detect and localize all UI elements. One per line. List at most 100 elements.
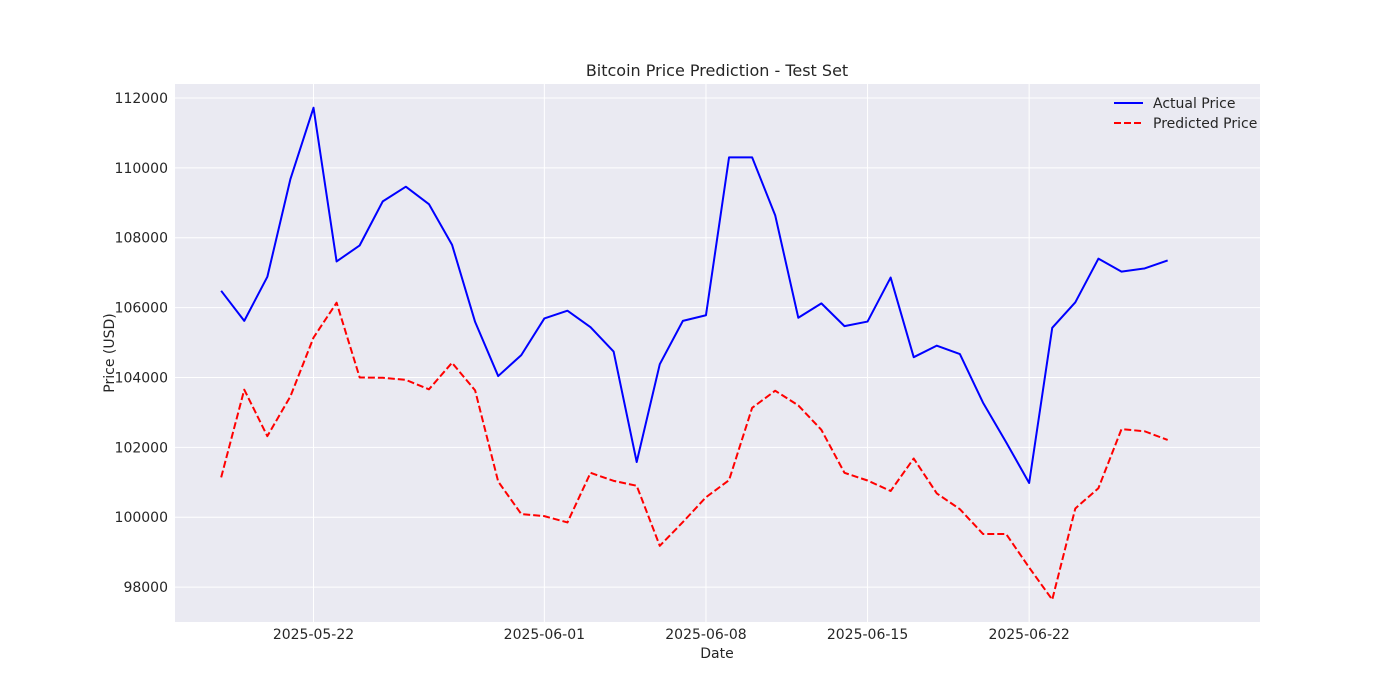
- actual-data-point: [589, 325, 593, 329]
- y-tick-label: 110000: [115, 161, 168, 177]
- predicted-data-point: [496, 480, 500, 484]
- predicted-data-point: [727, 478, 731, 482]
- predicted-data-point: [981, 532, 985, 536]
- actual-data-point: [242, 319, 246, 323]
- actual-data-point: [1096, 257, 1100, 261]
- actual-data-point: [727, 155, 731, 159]
- actual-data-point: [750, 155, 754, 159]
- x-tick-label: 2025-06-22: [988, 627, 1069, 643]
- predicted-data-point: [1027, 566, 1031, 570]
- actual-data-point: [519, 353, 523, 357]
- actual-data-point: [889, 276, 893, 280]
- actual-data-point: [1166, 258, 1170, 262]
- chart-title: Bitcoin Price Prediction - Test Set: [586, 61, 848, 80]
- actual-data-point: [1027, 481, 1031, 485]
- predicted-data-point: [635, 484, 639, 488]
- actual-data-point: [265, 275, 269, 279]
- predicted-data-point: [866, 479, 870, 483]
- actual-data-point: [496, 374, 500, 378]
- predicted-data-point: [312, 336, 316, 340]
- predicted-data-point: [612, 479, 616, 483]
- y-tick-label: 98000: [123, 580, 168, 596]
- actual-data-point: [635, 460, 639, 464]
- predicted-data-point: [842, 471, 846, 475]
- actual-data-point: [612, 350, 616, 354]
- predicted-data-point: [565, 520, 569, 524]
- legend-entry-label: Actual Price: [1153, 96, 1235, 112]
- actual-data-point: [981, 401, 985, 405]
- predicted-data-point: [704, 495, 708, 499]
- y-tick-label: 102000: [115, 440, 168, 456]
- predicted-data-point: [542, 514, 546, 518]
- predicted-data-point: [658, 544, 662, 548]
- actual-price-line: [220, 106, 1168, 484]
- actual-data-point: [565, 309, 569, 313]
- predicted-data-point: [912, 457, 916, 461]
- actual-data-point: [958, 352, 962, 356]
- predicted-data-point: [404, 378, 408, 382]
- actual-data-point: [819, 301, 823, 305]
- actual-data-point: [1143, 266, 1147, 270]
- actual-data-point: [1073, 300, 1077, 304]
- actual-data-point: [335, 259, 339, 263]
- actual-data-point: [866, 320, 870, 324]
- predicted-price-line: [220, 301, 1169, 601]
- actual-data-point: [1119, 270, 1123, 274]
- predicted-data-point: [519, 512, 523, 516]
- y-tick-label: 100000: [115, 510, 168, 526]
- predicted-data-point: [958, 507, 962, 511]
- predicted-data-point: [889, 489, 893, 493]
- predicted-data-point: [335, 301, 339, 305]
- predicted-data-point: [1096, 486, 1100, 490]
- y-axis-label: Price (USD): [102, 313, 118, 392]
- y-tick-label: 112000: [115, 91, 168, 107]
- actual-data-point: [312, 106, 316, 110]
- predicted-data-point: [242, 388, 246, 392]
- predicted-data-point: [450, 361, 454, 365]
- actual-data-point: [773, 213, 777, 217]
- predicted-data-point: [381, 376, 385, 380]
- actual-data-point: [358, 243, 362, 247]
- predicted-data-point: [1143, 429, 1147, 433]
- actual-data-point: [1004, 440, 1008, 444]
- actual-data-point: [450, 243, 454, 247]
- predicted-data-point: [1166, 438, 1170, 442]
- predicted-data-point: [1119, 427, 1123, 431]
- predicted-data-point: [219, 475, 223, 479]
- x-tick-label: 2025-06-01: [504, 627, 585, 643]
- predicted-data-point: [288, 394, 292, 398]
- y-tick-label: 108000: [115, 231, 168, 247]
- predicted-data-point: [1004, 532, 1008, 536]
- plot-area: [175, 84, 1260, 622]
- predicted-data-point: [589, 471, 593, 475]
- predicted-data-point: [265, 434, 269, 438]
- x-tick-label: 2025-06-15: [827, 627, 908, 643]
- actual-data-point: [473, 320, 477, 324]
- predicted-data-point: [935, 491, 939, 495]
- actual-data-point: [935, 344, 939, 348]
- actual-data-point: [704, 313, 708, 317]
- actual-data-point: [842, 324, 846, 328]
- actual-data-point: [796, 316, 800, 320]
- legend-entry-label: Predicted Price: [1153, 116, 1257, 132]
- actual-data-point: [427, 202, 431, 206]
- actual-data-point: [912, 355, 916, 359]
- actual-data-point: [542, 316, 546, 320]
- tick-layer: 98000 100000 102000 104000 106000 108000 11000…: [115, 91, 1070, 643]
- x-tick-label: 2025-06-08: [665, 627, 746, 643]
- series-layer: [219, 106, 1170, 602]
- predicted-data-point: [796, 403, 800, 407]
- x-axis-label: Date: [700, 646, 733, 662]
- predicted-data-point: [750, 406, 754, 410]
- actual-data-point: [381, 199, 385, 203]
- actual-data-point: [219, 289, 223, 293]
- actual-data-point: [658, 362, 662, 366]
- predicted-data-point: [358, 375, 362, 379]
- actual-data-point: [681, 319, 685, 323]
- predicted-data-point: [1050, 598, 1054, 602]
- predicted-data-point: [819, 428, 823, 432]
- y-tick-label: 106000: [115, 301, 168, 317]
- predicted-data-point: [473, 388, 477, 392]
- actual-data-point: [404, 185, 408, 189]
